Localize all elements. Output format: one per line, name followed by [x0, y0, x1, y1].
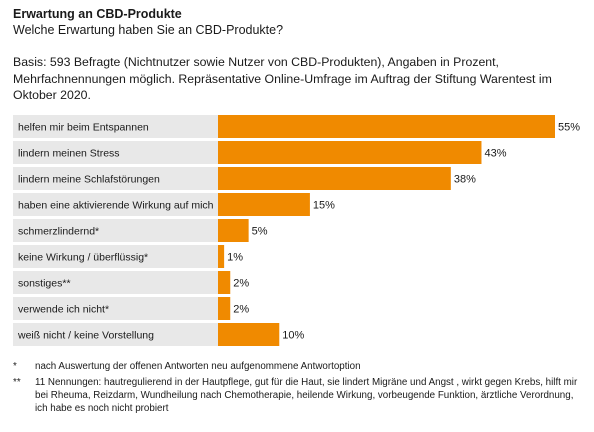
bar — [218, 115, 555, 138]
footnote-mark: * — [13, 361, 17, 372]
category-label: schmerzlindernd* — [18, 226, 99, 238]
footnotes: * nach Auswertung der offenen Antworten … — [13, 360, 588, 415]
value-label: 15% — [313, 200, 335, 212]
footnote-1: * nach Auswertung der offenen Antworten … — [13, 360, 588, 373]
category-label-bg — [13, 141, 218, 164]
category-label: sonstiges** — [18, 278, 71, 290]
category-label-bg — [13, 115, 218, 138]
value-label: 1% — [227, 252, 243, 264]
footnote-2: ** 11 Nennungen: hautregulierend in der … — [13, 376, 588, 415]
bar — [218, 245, 225, 268]
category-label: verwende ich nicht* — [18, 304, 109, 316]
bar — [218, 193, 310, 216]
category-label-bg — [13, 193, 218, 216]
bar — [218, 219, 249, 242]
category-label: helfen mir beim Entspannen — [18, 122, 149, 134]
category-label: lindern meine Schlafstörungen — [18, 174, 160, 186]
value-label: 43% — [484, 148, 506, 160]
value-label: 38% — [454, 174, 476, 186]
bar — [218, 167, 451, 190]
category-label-bg — [13, 167, 218, 190]
category-label-bg — [13, 323, 218, 346]
value-label: 55% — [558, 122, 580, 134]
category-label-bg — [13, 245, 218, 268]
chart-subtitle: Welche Erwartung haben Sie an CBD-Produk… — [13, 23, 284, 37]
value-label: 2% — [233, 304, 249, 316]
chart-title: Erwartung an CBD-Produkte — [13, 7, 182, 21]
bar — [218, 297, 231, 320]
category-label: keine Wirkung / überflüssig* — [18, 252, 148, 264]
category-label: haben eine aktivierende Wirkung auf mich — [18, 200, 214, 212]
footnote-text: nach Auswertung der offenen Antworten ne… — [35, 361, 361, 372]
value-label: 5% — [252, 226, 268, 238]
category-label: weiß nicht / keine Vorstellung — [17, 330, 154, 342]
footnote-text: 11 Nennungen: hautregulierend in der Hau… — [35, 377, 578, 414]
bar — [218, 141, 482, 164]
bar — [218, 323, 280, 346]
category-label-bg — [13, 271, 218, 294]
chart-basis-note: Basis: 593 Befragte (Nichtnutzer sowie N… — [13, 55, 552, 102]
category-label: lindern meinen Stress — [18, 148, 120, 160]
category-label-bg — [13, 297, 218, 320]
category-label-bg — [13, 219, 218, 242]
value-label: 10% — [282, 330, 304, 342]
value-label: 2% — [233, 278, 249, 290]
footnote-mark: ** — [13, 377, 21, 388]
bar — [218, 271, 231, 294]
